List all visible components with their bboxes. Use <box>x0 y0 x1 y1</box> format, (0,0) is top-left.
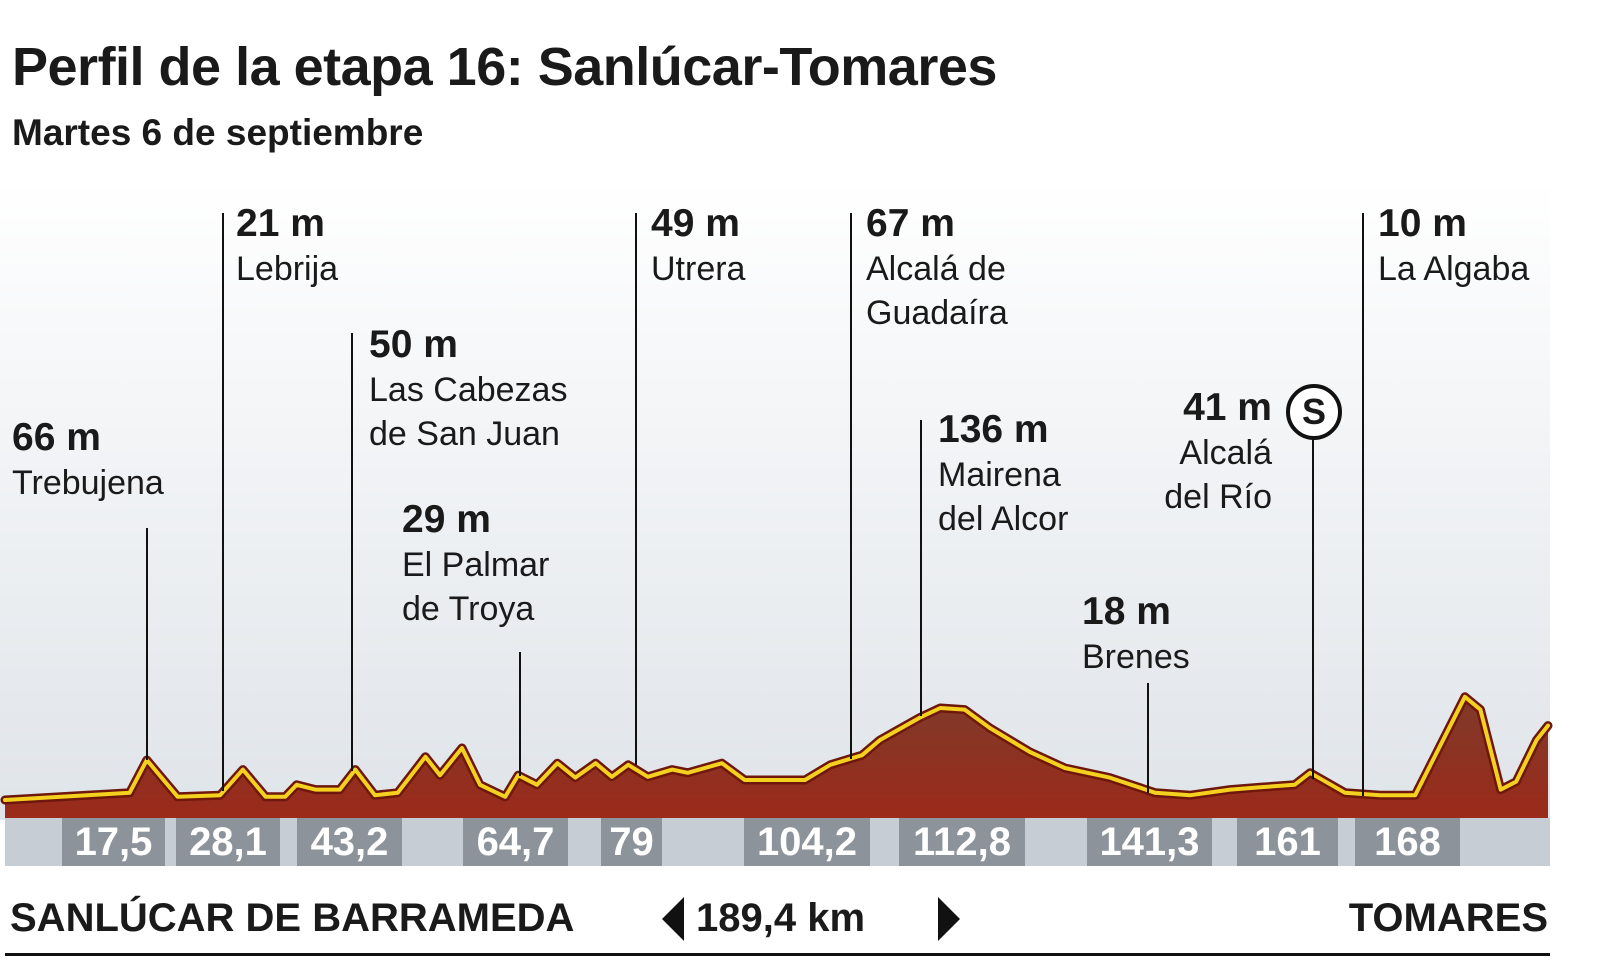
profile-area <box>5 696 1548 818</box>
marker-line-trebujena <box>146 528 148 760</box>
profile-line <box>3 694 1550 802</box>
altitude-label: 136 m <box>938 408 1049 451</box>
town-name: Brenes <box>1082 638 1190 676</box>
town-name: Alcalá de <box>866 250 1006 288</box>
altitude-label: 21 m <box>236 202 325 245</box>
waypoint-label-utrera: 49 m Utrera <box>651 201 745 291</box>
marker-line-alcala-del-rio <box>1312 435 1314 779</box>
start-town: SANLÚCAR DE BARRAMEDA <box>10 896 575 940</box>
town-name: Mairena <box>938 456 1061 494</box>
altitude-label: 66 m <box>12 416 101 459</box>
waypoint-label-la-algaba: 10 m La Algaba <box>1378 201 1529 291</box>
town-name: La Algaba <box>1378 250 1530 288</box>
waypoint-label-alcala-del-rio: 41 m Alcalá del Río <box>1164 385 1272 519</box>
waypoint-label-las-cabezas: 50 m Las Cabezas de San Juan <box>369 322 567 456</box>
town-name: de San Juan <box>369 415 560 453</box>
waypoint-label-el-palmar: 29 m El Palmar de Troya <box>402 497 549 631</box>
town-name: del Río <box>1164 478 1272 516</box>
town-name: Guadaíra <box>866 294 1008 332</box>
town-name: Alcalá <box>1179 434 1272 472</box>
altitude-label: 67 m <box>866 202 955 245</box>
km-label: 141,3 <box>1087 818 1212 866</box>
altitude-label: 41 m <box>1183 386 1272 429</box>
sprint-icon: S <box>1286 384 1342 440</box>
waypoint-label-brenes: 18 m Brenes <box>1082 589 1190 679</box>
km-label: 43,2 <box>297 818 402 866</box>
altitude-label: 49 m <box>651 202 740 245</box>
marker-line-las-cabezas <box>351 333 353 771</box>
page-title: Perfil de la etapa 16: Sanlúcar-Tomares <box>12 37 997 97</box>
waypoint-label-alcala-guadaira: 67 m Alcalá de Guadaíra <box>866 201 1008 335</box>
marker-line-el-palmar <box>519 652 521 776</box>
waypoint-label-trebujena: 66 m Trebujena <box>12 415 164 505</box>
altitude-label: 10 m <box>1378 202 1467 245</box>
marker-line-mairena <box>920 420 922 716</box>
town-name: Utrera <box>651 250 746 288</box>
waypoint-label-lebrija: 21 m Lebrija <box>236 201 338 291</box>
town-name: de Troya <box>402 590 535 628</box>
km-label: 79 <box>601 818 662 866</box>
town-name: del Alcor <box>938 500 1069 538</box>
altitude-label: 50 m <box>369 323 458 366</box>
town-name: Lebrija <box>236 250 339 288</box>
town-name: Trebujena <box>12 464 164 502</box>
town-name: Las Cabezas <box>369 371 568 409</box>
km-label: 161 <box>1237 818 1338 866</box>
marker-line-lebrija <box>222 213 224 791</box>
marker-line-alcala-guadaira <box>850 213 852 759</box>
altitude-label: 18 m <box>1082 590 1171 633</box>
km-label: 28,1 <box>176 818 280 866</box>
town-name: El Palmar <box>402 546 550 584</box>
waypoint-label-mairena: 136 m Mairena del Alcor <box>938 407 1068 541</box>
km-label: 104,2 <box>744 818 870 866</box>
bottom-rule <box>5 953 1550 956</box>
marker-line-la-algaba <box>1362 213 1364 796</box>
km-label: 64,7 <box>463 818 568 866</box>
km-label: 112,8 <box>899 818 1025 866</box>
stage-distance: 189,4 km <box>696 896 866 940</box>
km-label: 17,5 <box>62 818 165 866</box>
marker-line-utrera <box>635 213 637 765</box>
arrow-left-icon <box>662 897 684 941</box>
arrow-right-icon <box>938 897 960 941</box>
marker-line-brenes <box>1147 683 1149 793</box>
finish-town: TOMARES <box>1348 896 1548 940</box>
page-subtitle: Martes 6 de septiembre <box>12 112 424 153</box>
altitude-label: 29 m <box>402 498 491 541</box>
km-label: 168 <box>1355 818 1460 866</box>
chart-background <box>0 180 1550 820</box>
